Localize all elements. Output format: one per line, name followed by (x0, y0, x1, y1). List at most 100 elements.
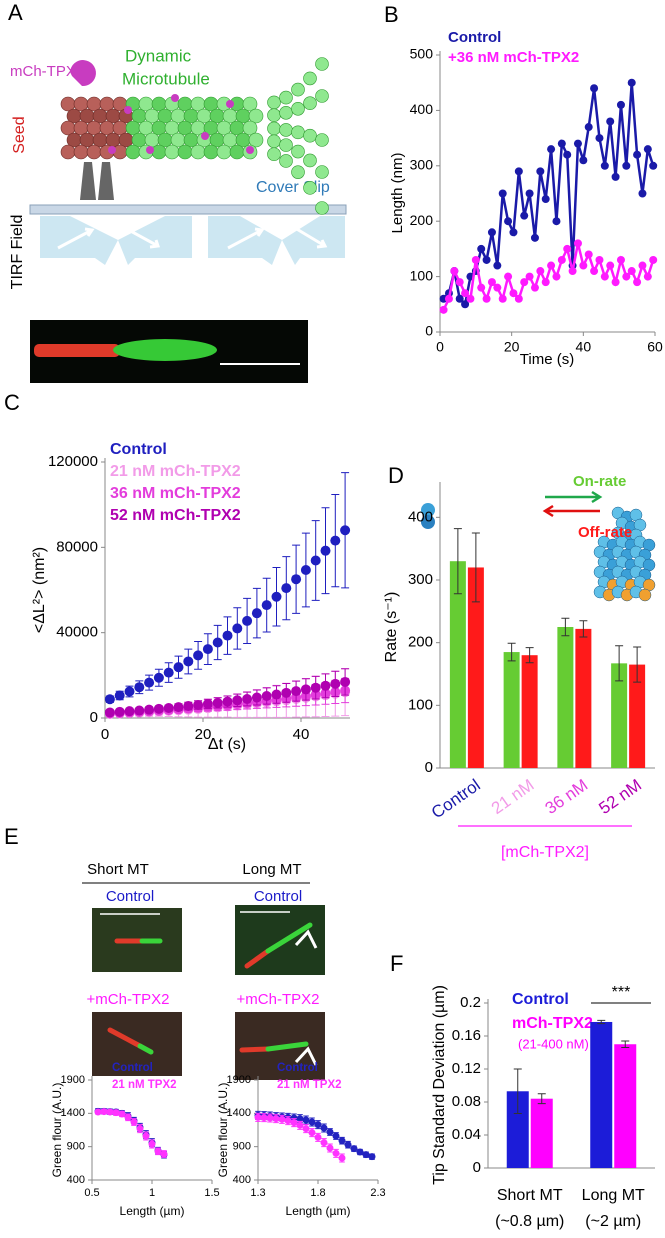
data-point (212, 697, 223, 708)
lattice-sphere (303, 71, 317, 86)
data-point (487, 278, 496, 287)
data-point (649, 161, 658, 170)
data-point (611, 278, 620, 287)
data-point (112, 1109, 120, 1117)
tirf-arrow (57, 226, 328, 250)
x-axis-label: Δt (s) (208, 736, 246, 753)
data-point (536, 167, 545, 176)
data-point (552, 217, 561, 226)
panel-label: A (8, 0, 23, 25)
data-point (104, 707, 115, 718)
data-point (278, 1115, 286, 1123)
tpx2-dot (201, 132, 209, 140)
data-point (320, 1124, 328, 1132)
y-tick-label: 80000 (56, 538, 98, 555)
data-point (643, 145, 652, 154)
legend-label: mCh-TPX2 (512, 1015, 593, 1032)
mt-signal (265, 922, 313, 954)
data-point (520, 278, 529, 287)
data-point (622, 272, 631, 281)
panel-label: E (4, 824, 19, 849)
data-point (281, 583, 292, 594)
data-point (302, 1116, 310, 1124)
tpx2-dot (108, 146, 116, 154)
panel-label: B (384, 2, 399, 27)
data-point (444, 294, 453, 303)
lattice-sphere (248, 132, 264, 148)
x-axis-label: Length (µm) (120, 1204, 185, 1218)
row-label: Control (106, 888, 154, 905)
y-tick-label: 0 (473, 1159, 481, 1176)
data-point (114, 706, 125, 717)
data-point (536, 267, 545, 276)
data-point (118, 1110, 126, 1118)
data-point (616, 255, 625, 264)
lattice-sphere (303, 181, 317, 195)
data-point (326, 1128, 334, 1136)
data-point (284, 1117, 292, 1125)
data-point (153, 703, 164, 714)
bar (590, 1021, 613, 1168)
column-label: Long MT (242, 861, 301, 878)
error-bar (621, 1040, 630, 1049)
y-tick-label: 300 (410, 157, 434, 173)
lattice-sphere (303, 153, 317, 168)
series-line (442, 243, 655, 311)
y-tick-label: 400 (233, 1174, 251, 1186)
y-tick-label: 1400 (227, 1107, 251, 1119)
bar (575, 628, 592, 768)
data-point (547, 261, 556, 270)
mt-sphere (638, 588, 652, 602)
schematic-label: TIRF Field (9, 215, 26, 290)
bar (611, 663, 628, 768)
data-point (487, 228, 496, 237)
lattice-sphere (315, 201, 329, 215)
data-point (482, 255, 491, 264)
x-tick-label: 1.3 (250, 1187, 265, 1199)
data-point (579, 156, 588, 165)
data-point (649, 255, 658, 264)
data-point (124, 706, 135, 717)
data-point (450, 267, 459, 276)
error-bar (615, 645, 624, 682)
data-point (272, 1115, 280, 1123)
panel-label: D (388, 463, 404, 488)
data-point (106, 1108, 114, 1116)
data-point (202, 644, 213, 655)
tpx2-icon (70, 60, 96, 87)
data-point (308, 1118, 316, 1126)
data-point (547, 145, 556, 154)
data-point (493, 283, 502, 292)
data-point (622, 161, 631, 170)
x-axis-label: Length (µm) (286, 1204, 351, 1218)
data-point (338, 1137, 346, 1145)
data-point (552, 272, 561, 281)
data-point (300, 684, 311, 695)
rate-diagram (421, 490, 656, 602)
data-point (314, 1133, 322, 1141)
y-axis-label: Green flour (A.U.) (50, 1083, 64, 1178)
y-axis-label: Green flour (A.U.) (216, 1083, 230, 1178)
error-bar (537, 1093, 546, 1105)
bar (557, 627, 574, 768)
bar (503, 652, 520, 768)
lattice-sphere (279, 123, 293, 137)
lattice-sphere (60, 144, 76, 160)
data-point (94, 1108, 102, 1116)
data-point (160, 1150, 168, 1158)
data-point (362, 1151, 370, 1159)
lattice-sphere (279, 154, 293, 168)
y-tick-label: 0.04 (452, 1126, 481, 1143)
lattice-sphere (291, 102, 305, 116)
data-point (600, 161, 609, 170)
x-tick-label: 21 nM (488, 775, 538, 818)
data-point (163, 702, 174, 713)
bar (449, 561, 466, 768)
mt-signal (265, 1041, 309, 1052)
x-tick-label: 20 (504, 339, 520, 355)
lattice-sphere (291, 144, 305, 159)
legend-label: 21 nM mCh-TPX2 (110, 463, 241, 480)
lattice-sphere (190, 144, 206, 160)
y-tick-label: 1900 (227, 1074, 251, 1086)
